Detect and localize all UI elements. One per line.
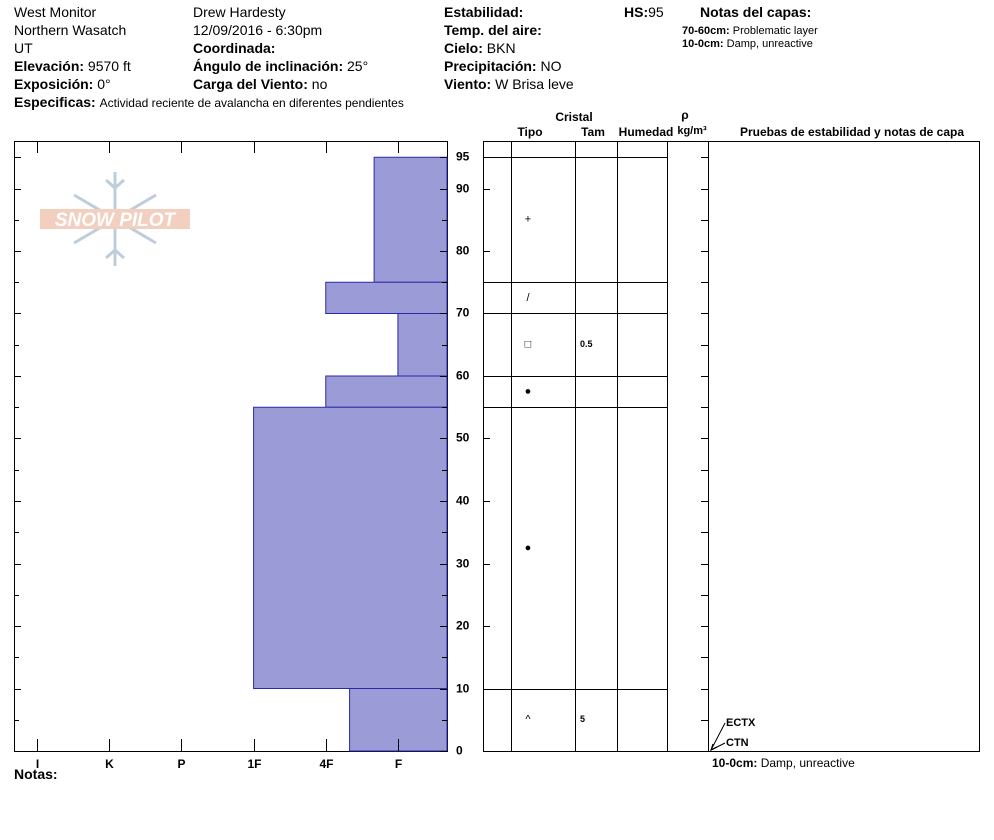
x-tick-label: 4F [319, 757, 333, 771]
value: 0° [97, 76, 110, 92]
label: HS: [624, 4, 648, 20]
x-tick-label: 1F [247, 757, 261, 771]
hardness-bar [373, 156, 448, 283]
range: 10-0cm: [712, 756, 757, 770]
test-label: CTN [726, 737, 749, 749]
header-crystal: Cristal [555, 110, 592, 124]
hs: HS:95 [624, 4, 664, 20]
header-density-unit: kg/m³ [677, 125, 707, 137]
y-tick-label: 20 [456, 619, 470, 633]
y-tick-label: 30 [456, 557, 470, 571]
label: Exposición: [14, 76, 93, 92]
coordinates: Coordinada: [193, 40, 275, 56]
y-tick-label: 90 [456, 182, 470, 196]
layer-note: 70-60cm: Problematic layer [682, 25, 818, 37]
layer-notes-title: Notas del capas: [700, 4, 811, 20]
location: West Monitor [14, 4, 97, 20]
x-tick-label: I [36, 757, 39, 771]
elevation: Elevación: 9570 ft [14, 58, 131, 74]
value: 9570 ft [88, 58, 131, 74]
text: Damp, unreactive [727, 38, 813, 50]
range: 10-0cm: [682, 38, 724, 50]
y-tick-label: 0 [456, 744, 463, 758]
layer-note: 10-0cm: Damp, unreactive [682, 38, 813, 50]
range: Northern Wasatch [14, 22, 126, 38]
aspect: Exposición: 0° [14, 76, 111, 92]
y-tick-label: 70 [456, 306, 470, 320]
grain-size: 5 [580, 714, 585, 724]
value: BKN [487, 40, 516, 56]
label: Cielo: [444, 40, 483, 56]
y-tick-label: 60 [456, 369, 470, 383]
stability: Estabilidad: [444, 4, 523, 20]
value: no [312, 76, 328, 92]
test-note: 10-0cm: Damp, unreactive [712, 756, 855, 770]
x-tick-label: F [395, 757, 402, 771]
y-tick-label: 50 [456, 431, 470, 445]
test-label: ECTX [726, 717, 756, 729]
grain-symbol: ● [525, 542, 532, 554]
header-size: Tam [581, 125, 605, 139]
label: Carga del Viento: [193, 76, 308, 92]
logo-text: SNOW PILOT [55, 210, 177, 231]
grain-size: 0.5 [580, 339, 593, 349]
header-type: Tipo [517, 125, 542, 139]
grain-symbol: + [525, 214, 531, 226]
header-tests: Pruebas de estabilidad y notas de capa [740, 125, 964, 139]
label: Viento: [444, 76, 491, 92]
value: NO [540, 58, 561, 74]
value: 25° [347, 58, 368, 74]
air-temp: Temp. del aire: [444, 22, 542, 38]
sky: Cielo: BKN [444, 40, 516, 56]
datetime: 12/09/2016 - 6:30pm [193, 22, 322, 38]
observer: Drew Hardesty [193, 4, 286, 20]
x-tick-label: K [105, 757, 114, 771]
label: Elevación: [14, 58, 84, 74]
table-frame [483, 141, 980, 752]
logo: SNOW PILOT [40, 172, 190, 266]
header: West Monitor Northern Wasatch UT Elevaci… [14, 4, 818, 110]
logo-band [40, 209, 190, 229]
grain-symbol: ^ [525, 714, 531, 726]
specifics: Especificas: Actividad reciente de avala… [14, 94, 404, 110]
range: 70-60cm: [682, 25, 730, 37]
frames [14, 141, 980, 752]
value: 95 [648, 4, 664, 20]
value: W Brisa leve [495, 76, 574, 92]
text: Problematic layer [733, 25, 818, 37]
label: Precipitación: [444, 58, 537, 74]
y-tick-label: 95 [456, 150, 470, 164]
wind: Viento: W Brisa leve [444, 76, 574, 92]
text: Damp, unreactive [761, 756, 855, 770]
arrow-head [710, 743, 718, 751]
table-headers: Cristal Tipo Tam Humedad ρ kg/m³ Pruebas… [517, 108, 964, 139]
precip: Precipitación: NO [444, 58, 562, 74]
y-tick-label: 10 [456, 682, 470, 696]
wind-loading: Carga del Viento: no [193, 76, 328, 92]
test-arrow [710, 722, 726, 751]
grain-symbol: / [526, 292, 530, 304]
hardness-bar [253, 406, 448, 689]
x-tick-label: P [177, 757, 185, 771]
y-tick-label: 40 [456, 494, 470, 508]
y-tick-label: 80 [456, 244, 470, 258]
label: Ángulo de inclinación: [193, 58, 343, 74]
grain-symbol: ● [525, 386, 532, 398]
hardness-bar [325, 281, 448, 314]
notes-label: Notas: [14, 766, 58, 782]
hardness-bar [325, 375, 448, 408]
value: Actividad reciente de avalancha en difer… [100, 96, 404, 110]
header-moisture: Humedad [619, 125, 674, 139]
hardness-bar [397, 313, 448, 377]
slope: Ángulo de inclinación: 25° [193, 58, 368, 74]
label: Especificas: [14, 94, 96, 110]
header-rho: ρ [681, 108, 688, 122]
grain-symbol: □ [525, 339, 532, 351]
hardness-frame [14, 141, 448, 752]
state: UT [14, 40, 33, 56]
